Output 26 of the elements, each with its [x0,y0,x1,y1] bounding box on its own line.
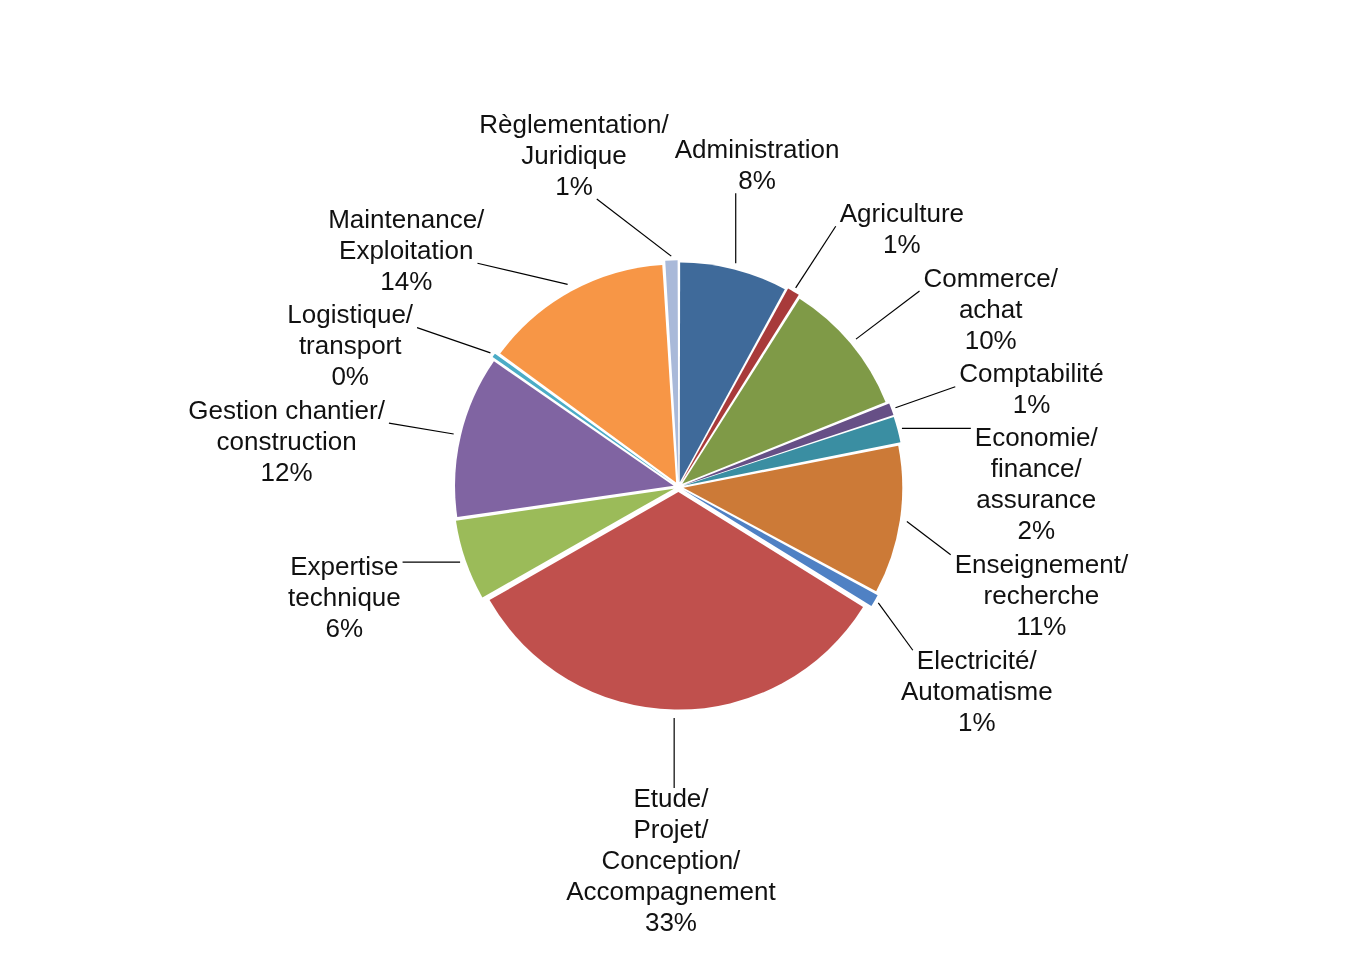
slice-label: Enseignement/recherche [954,549,1129,611]
data-label: 1% [883,228,921,259]
data-label: 11% [1016,611,1067,642]
slice-label: Maintenance/Exploitation [328,203,486,265]
slice-label: Electricité/Automatisme [900,644,1053,706]
slice-label: Economie/finance/assurance [974,422,1099,515]
data-label: 12% [260,456,313,487]
data-label: 10% [964,324,1017,355]
data-label: 2% [1017,515,1056,546]
slice-label: Commerce/achat [923,262,1059,324]
data-label: 33% [644,906,697,937]
slice-label: Administration [674,133,840,164]
slice-label: Gestion chantier/construction [188,394,386,456]
slice-label: Logistique/transport [287,299,414,361]
data-label: 1% [555,170,593,201]
slice-label: Règlementation/Juridique [479,108,670,170]
data-label: 1% [1012,389,1051,420]
slice-label: Agriculture [839,197,965,228]
data-label: 1% [957,706,996,737]
data-label: 6% [325,613,364,644]
slice-label: Expertise technique [288,551,401,613]
data-label: 8% [738,164,776,195]
slice-label: Comptabilité [959,358,1104,389]
data-label: 14% [380,265,433,296]
data-label: 0% [331,361,369,392]
slice-label: Etude/Projet/Conception/Accompagnement [566,782,777,906]
